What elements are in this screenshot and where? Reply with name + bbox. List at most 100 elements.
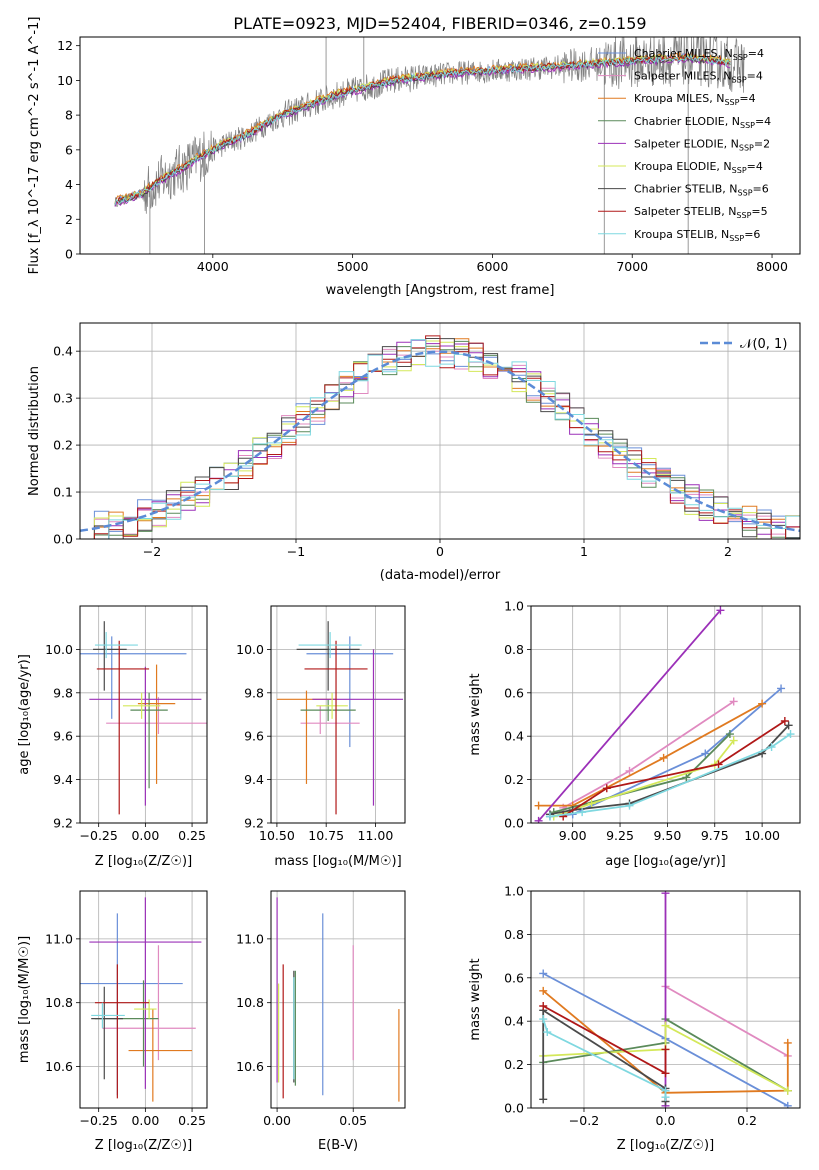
legend-subscript: SSP [738,189,753,198]
x-tick-label: 0.25 [178,828,206,843]
x-tick-label: 10.50 [259,828,295,843]
axes-frame [530,890,801,1109]
plot-area [114,37,745,254]
legend-count: =6 [744,228,760,241]
y-tick-label: 8 [65,108,73,123]
x-tick-label: 0.25 [178,1113,206,1128]
y-tick-label: 0.2 [504,772,524,787]
series-kroupa-stelib [545,730,795,821]
y-tick-label: 1.0 [504,884,524,899]
legend-label: Kroupa ELODIE, N [634,160,732,173]
x-tick-label: 0.00 [263,1113,291,1128]
plot-area [276,897,400,1102]
errorbar-salpeter-miles [102,945,196,1061]
plus-marker [725,730,734,739]
y-tick-label: 9.6 [53,729,73,744]
axes-frame [530,605,801,824]
x-tick-label: 7000 [616,259,648,274]
errorbar-salpeter-stelib [96,640,150,815]
legend-subscript: SSP [740,121,755,130]
x-tick-label: 5000 [337,259,369,274]
legend-count: =5 [751,205,767,218]
errorbar-chabrier-stelib [91,986,123,1080]
x-tick-label: 1 [580,544,588,559]
legend-count: =6 [753,183,769,196]
grid-lines [80,606,207,824]
x-tick-label: 9.00 [559,828,587,843]
y-tick-label: 0.2 [504,1057,524,1072]
plus-marker [578,808,587,817]
errorbar-kroupa-miles [137,664,176,784]
y-tick-label: 10.6 [45,1059,73,1074]
series-line [665,985,789,1057]
x-tick-label: 8000 [756,259,788,274]
plus-marker [661,1093,670,1102]
grid-lines [271,891,405,1108]
errorbar-kroupa-elodie [316,692,348,719]
legend-entry: Kroupa STELIB, NSSP=6 [634,228,760,243]
plus-marker [661,1045,670,1054]
y-axis-label: mass [log₁₀(M/M☉)] [17,936,32,1063]
errorbar-salpeter-elodie [312,649,404,806]
x-tick-label: 9.75 [701,828,729,843]
plus-marker [661,1069,670,1078]
legend-entry: Chabrier ELODIE, NSSP=4 [634,115,771,130]
grid-lines [271,606,405,824]
plot-area [534,606,795,823]
legend-label-normal: 𝒩(0, 1) [740,337,787,352]
legend-subscript: SSP [729,234,744,243]
plus-marker [534,801,543,810]
errorbar-salpeter-stelib [94,964,150,1099]
mass-vs-reddening-panel: 0.00 0.05 10.6 10.8 11.0 E(B-V) [236,890,406,1153]
plus-marker [682,773,691,782]
plus-marker [539,986,548,995]
x-axis-label: Z [log₁₀(Z/Z☉)] [95,854,192,869]
errorbar-salpeter-elodie [89,666,202,806]
x-axis-label: Z [log₁₀(Z/Z☉)] [95,1138,192,1153]
plus-marker [729,736,738,745]
errorbar-salpeter-miles [106,697,207,735]
errorbar-kroupa-miles [276,690,337,784]
y-tick-label: 0.8 [504,642,524,657]
series-salpeter-miles [559,697,738,812]
legend-entry: Kroupa MILES, NSSP=4 [634,92,756,107]
y-tick-label: 0.4 [504,1014,524,1029]
residuals-histogram-panel: −2 −1 0 1 2 0.0 0.1 0.2 0.3 0.4 (data-model)/error… [27,322,801,583]
legend-count: =4 [755,115,771,128]
legend-entry: Kroupa ELODIE, NSSP=4 [634,160,763,175]
y-tick-label: 4 [65,177,73,192]
x-tick-label: −0.25 [80,828,118,843]
plus-marker [758,699,767,708]
x-tick-label: −2 [143,544,161,559]
x-tick-label: 0.00 [131,828,159,843]
plus-marker [783,1101,792,1108]
mass-weight-vs-metallicity-panel: −0.2 0.0 0.2 0.0 0.2 0.4 0.6 0.8 1.0 Z [log₁₀(Z/Z… [468,884,801,1153]
y-tick-label: 0.8 [504,927,524,942]
x-tick-label: 0.0 [656,1113,676,1128]
legend-count: =4 [747,70,763,83]
legend-entry: Salpeter MILES, NSSP=4 [634,70,763,85]
errorbar-kroupa-stelib [298,632,362,659]
series-salpeter-stelib [559,717,789,821]
y-tick-label: 9.2 [53,816,73,831]
age-vs-mass-panel: 10.50 10.75 11.00 9.2 9.4 9.6 9.8 10.0 mass [log… [236,605,406,869]
y-tick-label: 10.8 [45,995,73,1010]
plus-marker [539,1015,548,1024]
y-tick-label: 0.4 [504,729,524,744]
x-tick-label: 10.00 [744,828,780,843]
plus-marker [780,717,789,726]
plus-marker [543,1028,552,1037]
plus-marker [716,606,725,615]
series-chabrier-elodie [549,730,734,817]
figure-title: PLATE=0923, MJD=52404, FIBERID=0346, z=0… [233,14,646,33]
legend-label: Chabrier MILES, N [634,47,733,60]
plus-marker [783,1086,792,1095]
mass-vs-metallicity-panel: −0.25 0.00 0.25 10.6 10.8 11.0 Z [log₁₀(Z/Z☉)]… [17,890,208,1153]
errorbar-chabrier-elodie [130,692,168,789]
plus-marker [602,784,611,793]
plus-marker [783,1038,792,1047]
legend-count: =4 [748,47,764,60]
series-kroupa-stelib [539,1015,670,1102]
legend-count: =4 [739,92,755,105]
series-line [549,687,782,818]
